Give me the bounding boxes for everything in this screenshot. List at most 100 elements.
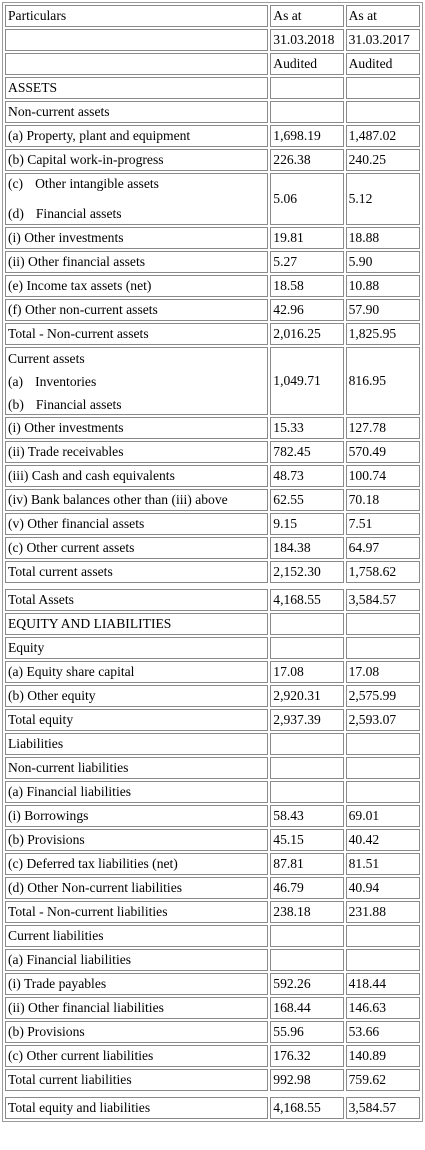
row-label: (b) Capital work-in-progress xyxy=(5,149,269,171)
section-row: Current liabilities xyxy=(5,925,420,947)
row-label: Total current liabilities xyxy=(5,1069,269,1091)
value-2018: 2,937.39 xyxy=(270,709,344,731)
current-liabilities-heading: Current liabilities xyxy=(5,925,269,947)
row-label: (b) Provisions xyxy=(5,1021,269,1043)
label-part: (d) xyxy=(8,206,24,221)
value-2017: 2,593.07 xyxy=(345,709,420,731)
blank-cell xyxy=(345,733,420,755)
value-2017: 5.90 xyxy=(345,251,420,273)
blank-cell xyxy=(345,949,420,971)
row-label: (i) Other investments xyxy=(5,227,269,249)
table-row: (ii) Other financial assets 5.27 5.90 xyxy=(5,251,420,273)
table-row: (v) Other financial assets 9.15 7.51 xyxy=(5,513,420,535)
label-part: Current assets xyxy=(8,350,85,366)
spacer-row xyxy=(5,1093,420,1095)
value-2017: 3,584.57 xyxy=(345,1097,420,1119)
value-2018: 15.33 xyxy=(270,417,344,439)
blank-cell xyxy=(345,613,420,635)
col1-status: Audited xyxy=(270,53,344,75)
row-label: (i) Trade payables xyxy=(5,973,269,995)
value-2018: 5.06 xyxy=(270,173,344,225)
blank-cell xyxy=(270,733,344,755)
spacer-row xyxy=(5,585,420,587)
table-row: (i) Borrowings 58.43 69.01 xyxy=(5,805,420,827)
blank-cell xyxy=(346,585,420,587)
total-row: Total current liabilities 992.98 759.62 xyxy=(5,1069,420,1091)
table-row: (iii) Cash and cash equivalents 48.73 10… xyxy=(5,465,420,487)
table-row: (d) Other Non-current liabilities 46.79 … xyxy=(5,877,420,899)
value-2017: 2,575.99 xyxy=(345,685,420,707)
value-2017: 10.88 xyxy=(345,275,420,297)
value-2017: 69.01 xyxy=(345,805,420,827)
financial-liabilities-heading: (a) Financial liabilities xyxy=(5,949,269,971)
col2-header: As at xyxy=(345,5,420,27)
value-2017: 127.78 xyxy=(345,417,420,439)
value-2017: 100.74 xyxy=(345,465,420,487)
value-2017: 18.88 xyxy=(345,227,420,249)
table-row: (b) Provisions 45.15 40.42 xyxy=(5,829,420,851)
liabilities-heading: Liabilities xyxy=(5,733,269,755)
row-label: (a) Property, plant and equipment xyxy=(5,125,269,147)
col2-status: Audited xyxy=(345,53,420,75)
value-2017: 231.88 xyxy=(345,901,420,923)
value-2018: 184.38 xyxy=(270,537,344,559)
value-2018: 19.81 xyxy=(270,227,344,249)
row-label: (a) Equity share capital xyxy=(5,661,269,683)
row-label: Total - Non-current liabilities xyxy=(5,901,269,923)
table-row: (a) Property, plant and equipment 1,698.… xyxy=(5,125,420,147)
row-label: Total equity and liabilities xyxy=(5,1097,269,1119)
value-2018: 226.38 xyxy=(270,149,344,171)
value-2017: 240.25 xyxy=(345,149,420,171)
value-2018: 992.98 xyxy=(270,1069,344,1091)
value-2018: 2,016.25 xyxy=(270,323,344,345)
blank-cell xyxy=(270,77,344,99)
row-label: (b) Other equity xyxy=(5,685,269,707)
value-2018: 2,152.30 xyxy=(270,561,344,583)
label-part: Inventories xyxy=(35,373,97,389)
table-row: (e) Income tax assets (net) 18.58 10.88 xyxy=(5,275,420,297)
row-label: (i) Other investments xyxy=(5,417,269,439)
row-label: (d) Other Non-current liabilities xyxy=(5,877,269,899)
blank-cell xyxy=(345,101,420,123)
table-row: (b) Capital work-in-progress 226.38 240.… xyxy=(5,149,420,171)
value-2017: 1,487.02 xyxy=(345,125,420,147)
blank-cell xyxy=(345,757,420,779)
total-row: Total current assets 2,152.30 1,758.62 xyxy=(5,561,420,583)
value-2017: 17.08 xyxy=(345,661,420,683)
col1-header: As at xyxy=(270,5,344,27)
table-row: Current assets (a) Inventories (b) Financial… xyxy=(5,347,420,415)
value-2018: 55.96 xyxy=(270,1021,344,1043)
table-row: (ii) Other financial liabilities 168.44 … xyxy=(5,997,420,1019)
value-2018: 42.96 xyxy=(270,299,344,321)
row-label: (iii) Cash and cash equivalents xyxy=(5,465,269,487)
value-2018: 782.45 xyxy=(270,441,344,463)
value-2018: 18.58 xyxy=(270,275,344,297)
section-row: ASSETS xyxy=(5,77,420,99)
row-label: Current assets (a) Inventories (b) Financial… xyxy=(5,347,269,415)
blank-cell xyxy=(5,29,269,51)
row-label: Total equity xyxy=(5,709,269,731)
table-row: (b) Other equity 2,920.31 2,575.99 xyxy=(5,685,420,707)
header-date-row: 31.03.2018 31.03.2017 xyxy=(5,29,420,51)
section-row: (a) Financial liabilities xyxy=(5,949,420,971)
row-label: Total - Non-current assets xyxy=(5,323,269,345)
value-2018: 17.08 xyxy=(270,661,344,683)
value-2018: 1,698.19 xyxy=(270,125,344,147)
total-row: Total Assets 4,168.55 3,584.57 xyxy=(5,589,420,611)
row-label: (c) Other current assets xyxy=(5,537,269,559)
blank-cell xyxy=(345,637,420,659)
label-part: Financial assets xyxy=(35,396,122,412)
row-label: (v) Other financial assets xyxy=(5,513,269,535)
blank-cell xyxy=(270,1093,343,1095)
total-row: Total equity 2,937.39 2,593.07 xyxy=(5,709,420,731)
row-label: (c) Deferred tax liabilities (net) xyxy=(5,853,269,875)
value-2017: 3,584.57 xyxy=(345,589,420,611)
value-2018: 62.55 xyxy=(270,489,344,511)
blank-cell xyxy=(270,585,343,587)
section-row: Liabilities xyxy=(5,733,420,755)
blank-cell xyxy=(5,585,268,587)
value-2017: 570.49 xyxy=(345,441,420,463)
blank-cell xyxy=(270,949,344,971)
value-2017: 53.66 xyxy=(345,1021,420,1043)
blank-cell xyxy=(5,1093,268,1095)
